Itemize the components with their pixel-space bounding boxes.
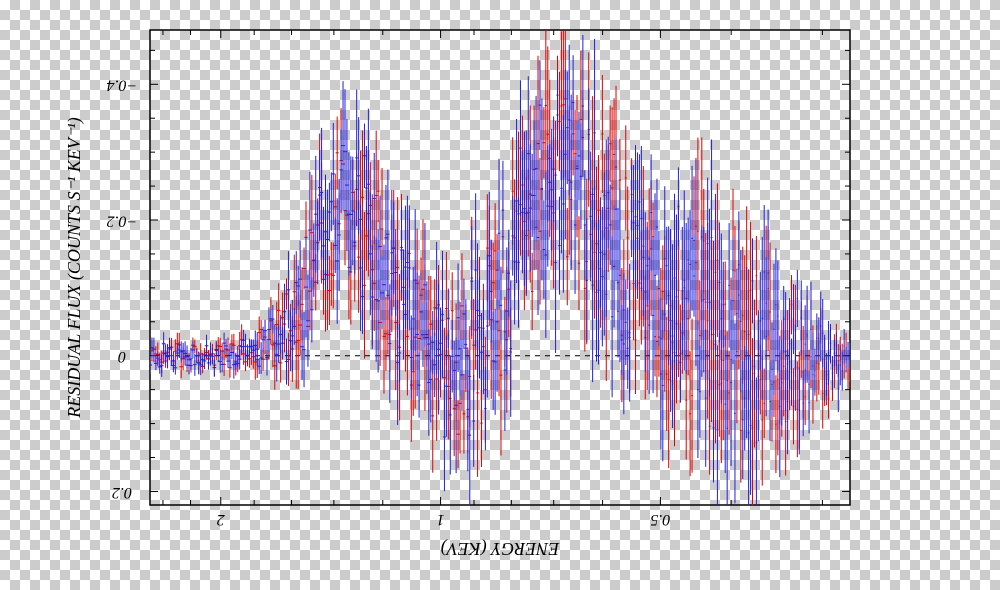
xtick-label: 1 <box>437 511 445 528</box>
spectrum-residual-plot: 0.5 1 2 −0.4 −0.2 0 0.2 ENERGY (KEV) RESIDUAL FL… <box>0 0 1000 590</box>
x-axis-label: ENERGY (KEV) <box>441 538 561 559</box>
y-axis-label: RESIDUAL FLUX (COUNTS S⁻¹ KEV⁻¹) <box>64 117 85 418</box>
ytick-label: 0 <box>118 348 126 365</box>
ytick-label: 0.2 <box>112 484 132 501</box>
xtick-label: 0.5 <box>650 511 670 528</box>
ytick-label: −0.4 <box>107 77 138 94</box>
chart-container: 0.5 1 2 −0.4 −0.2 0 0.2 ENERGY (KEV) RESIDUAL FL… <box>0 0 1000 590</box>
ytick-label: −0.2 <box>107 212 138 229</box>
xtick-label: 2 <box>217 511 225 528</box>
